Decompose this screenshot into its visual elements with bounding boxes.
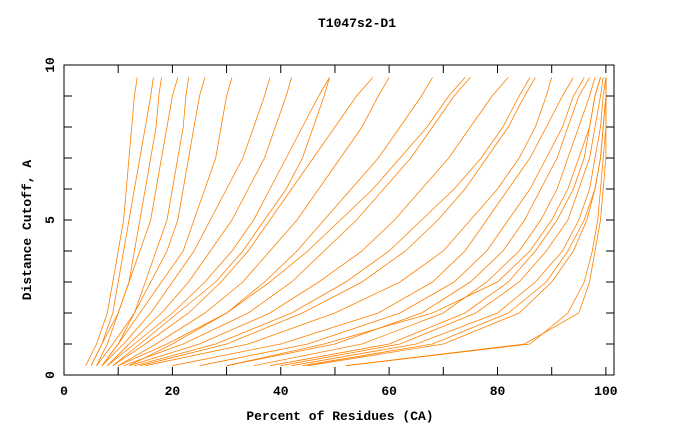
series-line-22 — [226, 77, 601, 367]
series-line-5 — [96, 77, 206, 366]
x-tick-label: 100 — [594, 384, 618, 399]
series-line-11 — [112, 77, 374, 367]
series-line-10 — [107, 77, 330, 367]
x-axis-label: Percent of Residues (CA) — [246, 409, 433, 424]
series-line-1 — [90, 77, 154, 366]
x-tick-label: 40 — [273, 384, 289, 399]
series-line-29 — [307, 77, 607, 367]
series-line-0 — [85, 77, 138, 366]
series-line-26 — [280, 77, 604, 367]
series-line-20 — [172, 77, 574, 367]
series-line-12 — [118, 77, 390, 367]
chart-title: T1047s2-D1 — [318, 16, 396, 31]
plot-frame — [63, 64, 615, 376]
series-line-14 — [128, 77, 466, 367]
x-tick-label: 20 — [165, 384, 181, 399]
series-line-21 — [199, 77, 585, 367]
series-line-13 — [118, 77, 433, 367]
y-tick-label: 0 — [43, 371, 58, 379]
ticks — [64, 65, 614, 375]
series-line-27 — [291, 77, 607, 367]
series-line-7 — [101, 77, 271, 366]
y-tick-label: 5 — [43, 216, 58, 224]
series-line-19 — [145, 77, 553, 367]
series-line-18 — [139, 77, 536, 367]
series-line-3 — [90, 77, 179, 366]
y-tick-label: 10 — [43, 57, 58, 73]
series-line-24 — [253, 77, 596, 367]
series-line-8 — [107, 77, 292, 366]
y-tick-labels: 0 5 10 — [43, 57, 58, 379]
series-line-23 — [226, 77, 590, 367]
series-line-17 — [134, 77, 531, 367]
series-line-15 — [123, 77, 471, 367]
y-axis-label: Distance Cutoff, A — [20, 160, 35, 301]
series-line-25 — [269, 77, 601, 367]
x-tick-label: 80 — [490, 384, 506, 399]
x-tick-label: 0 — [60, 384, 68, 399]
series-line-6 — [101, 77, 233, 366]
series-line-9 — [112, 77, 330, 367]
series-line-2 — [96, 77, 162, 366]
series-line-31 — [345, 77, 607, 367]
x-tick-label: 60 — [381, 384, 397, 399]
series-line-16 — [128, 77, 509, 367]
series-line-4 — [101, 77, 189, 366]
series-lines — [85, 77, 607, 367]
x-tick-labels: 0 20 40 60 80 100 — [60, 384, 618, 399]
